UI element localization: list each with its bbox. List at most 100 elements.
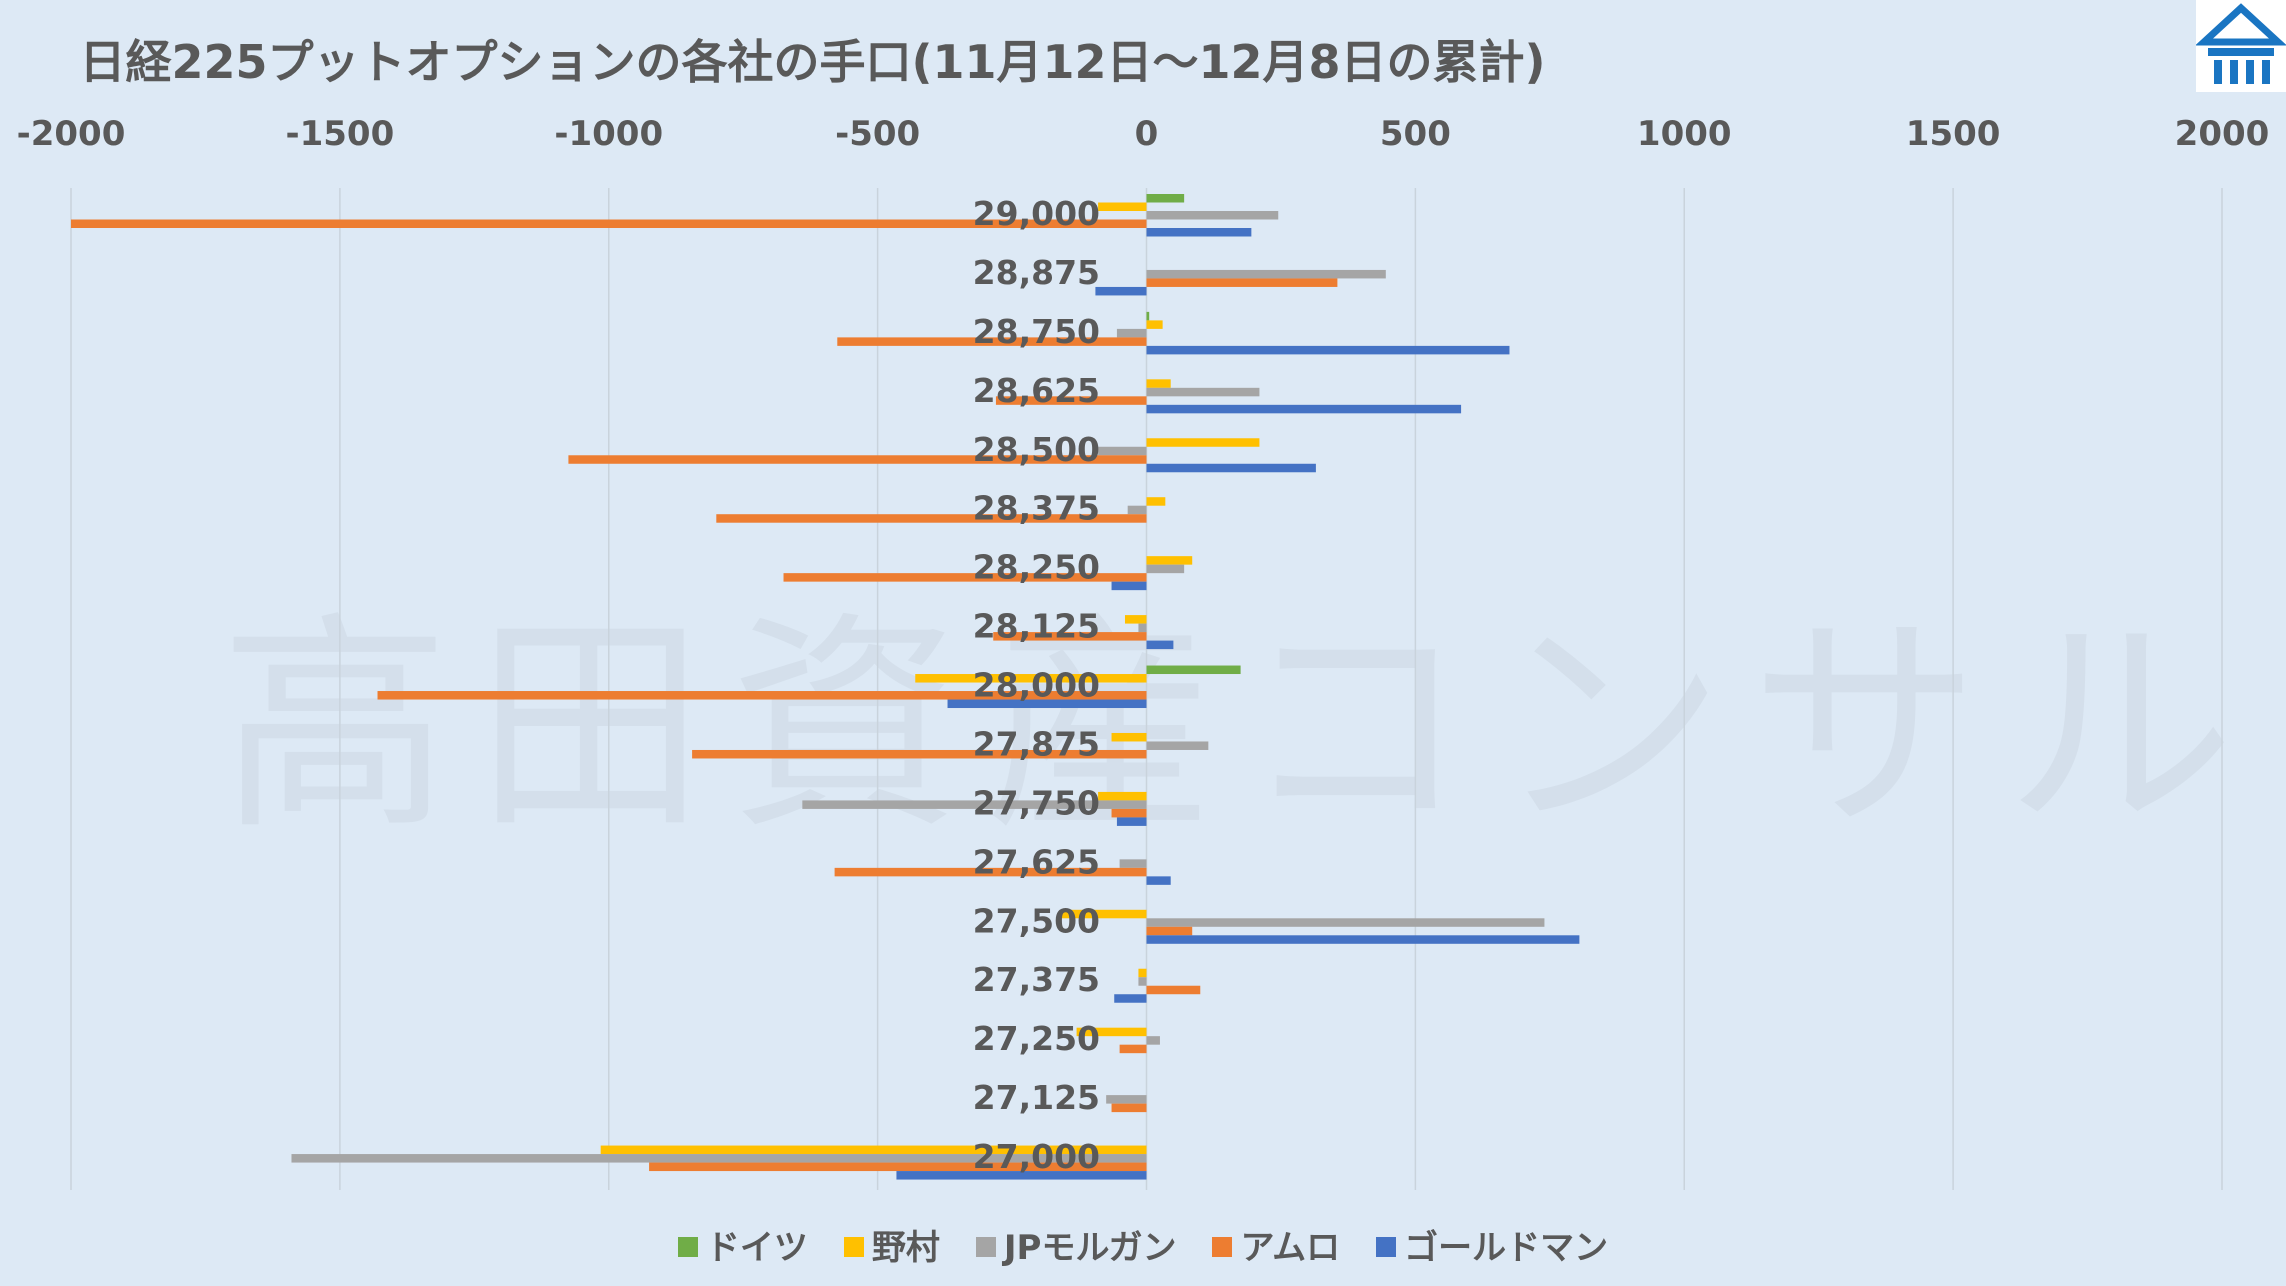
bar-1-10 [1098, 791, 1147, 801]
bar-2-16 [291, 1154, 1147, 1163]
legend-item: アムロ [1212, 1220, 1340, 1269]
bar-2-11 [1119, 859, 1147, 868]
bar-3-14 [1119, 1044, 1147, 1054]
bar-3-3 [995, 396, 1147, 405]
bar-1-7 [1124, 615, 1147, 624]
legend-label: JPモルガン [1003, 1228, 1177, 1268]
legend-label: ゴールドマン [1404, 1228, 1609, 1268]
bar-2-1 [1146, 269, 1386, 279]
legend-swatch [843, 1236, 864, 1257]
bar-4-13 [1114, 994, 1147, 1003]
bar-3-8 [377, 691, 1147, 700]
bar-4-1 [1095, 286, 1147, 296]
category-label: 29,000 [973, 194, 1100, 233]
bar-0-0 [1146, 194, 1185, 203]
bar-4-11 [1146, 876, 1171, 885]
legend-item: ドイツ [677, 1220, 808, 1269]
bar-1-13 [1138, 968, 1147, 978]
bar-4-7 [1146, 640, 1174, 650]
bar-3-11 [834, 867, 1147, 877]
category-label: 27,875 [973, 724, 1100, 763]
x-tick-label: 2000 [2175, 114, 2270, 154]
bar-4-12 [1146, 935, 1580, 944]
legend-swatch [975, 1236, 996, 1257]
bar-2-6 [1146, 564, 1185, 574]
bar-4-4 [1146, 463, 1316, 473]
category-label: 28,250 [973, 548, 1100, 587]
category-label: 28,125 [973, 607, 1100, 646]
x-tick-label: 500 [1380, 114, 1451, 154]
category-label: 28,000 [973, 666, 1100, 705]
bar-1-0 [1098, 202, 1147, 211]
bar-4-6 [1111, 581, 1147, 591]
legend-swatch [1376, 1236, 1397, 1257]
bar-1-8 [915, 674, 1147, 683]
bar-3-6 [783, 573, 1147, 582]
bar-0-2 [1146, 311, 1150, 321]
category-label: 28,500 [973, 430, 1100, 469]
category-label: 28,375 [973, 489, 1100, 528]
category-label: 27,250 [973, 1019, 1100, 1058]
x-tick-label: -2000 [17, 114, 126, 154]
bar-2-0 [1146, 211, 1279, 220]
category-label: 27,125 [973, 1078, 1100, 1117]
category-label: 27,000 [973, 1137, 1100, 1176]
legend-label: ドイツ [705, 1228, 808, 1268]
bar-1-16 [600, 1145, 1147, 1155]
bar-2-14 [1146, 1036, 1160, 1045]
category-label: 27,625 [973, 842, 1100, 881]
bar-3-0 [71, 219, 1147, 228]
bar-4-2 [1146, 345, 1510, 355]
legend-swatch [677, 1236, 698, 1257]
bar-2-13 [1138, 977, 1147, 986]
x-tick-label: -1500 [286, 114, 395, 154]
bar-3-12 [1146, 926, 1193, 936]
bar-1-12 [1060, 909, 1147, 919]
bar-3-9 [692, 749, 1147, 759]
bar-4-8 [947, 699, 1147, 709]
bar-2-12 [1146, 918, 1545, 927]
bar-3-13 [1146, 985, 1201, 995]
bar-3-5 [716, 514, 1147, 523]
category-label: 27,500 [973, 901, 1100, 940]
bar-3-10 [1111, 808, 1147, 818]
bar-0-8 [1146, 665, 1241, 675]
bar-1-2 [1146, 320, 1163, 329]
legend-item: ゴールドマン [1376, 1220, 1608, 1269]
legend-swatch [1212, 1236, 1233, 1257]
category-label: 28,750 [973, 312, 1100, 351]
bar-1-3 [1146, 379, 1171, 388]
chart-title: 日経225プットオプションの各社の手口(11月12日～12月8日の累計) [79, 35, 1546, 89]
bar-2-4 [1098, 446, 1147, 456]
bar-4-3 [1146, 404, 1462, 414]
bar-2-10 [802, 800, 1147, 809]
bar-3-1 [1146, 278, 1338, 287]
company-logo [2195, 0, 2286, 92]
category-label: 27,750 [973, 783, 1100, 822]
bar-2-9 [1146, 741, 1209, 750]
bar-4-0 [1146, 228, 1252, 237]
bar-2-5 [1127, 505, 1147, 515]
bar-1-9 [1111, 732, 1147, 742]
legend-item: JPモルガン [975, 1220, 1177, 1269]
legend-label: アムロ [1240, 1228, 1341, 1268]
legend-label: 野村 [871, 1228, 940, 1268]
chart-legend: ドイツ 野村 JPモルガン アムロ ゴールドマン [0, 1220, 2286, 1269]
bar-2-3 [1146, 387, 1260, 397]
bar-3-16 [649, 1162, 1147, 1172]
x-tick-label: 1000 [1637, 114, 1732, 154]
bar-3-2 [837, 337, 1147, 346]
category-label: 27,375 [973, 960, 1100, 999]
x-tick-label: 0 [1135, 114, 1159, 154]
category-label: 28,875 [973, 253, 1100, 292]
bar-1-14 [1076, 1027, 1147, 1037]
bar-1-4 [1146, 438, 1260, 447]
bar-1-5 [1146, 497, 1166, 506]
bar-2-7 [1138, 623, 1147, 633]
x-tick-label: -1000 [554, 114, 663, 154]
category-label: 28,625 [973, 371, 1100, 410]
x-tick-label: 1500 [1906, 114, 2001, 154]
legend-item: 野村 [843, 1220, 940, 1269]
building-logo-icon [2195, 3, 2286, 84]
